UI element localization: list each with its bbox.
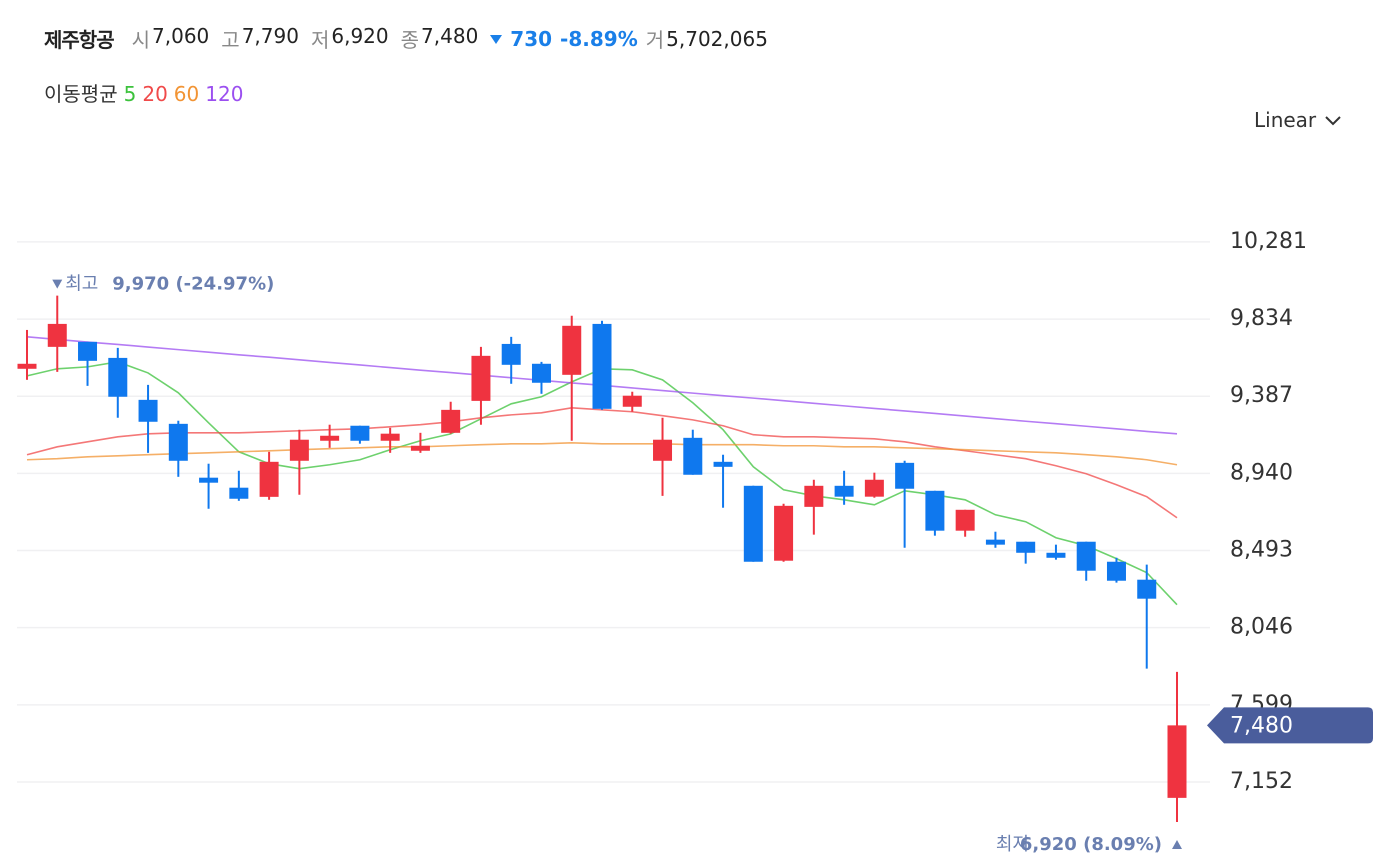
- candle-body: [864, 479, 884, 497]
- y-tick-label: 8,493: [1230, 538, 1293, 563]
- change-pct: -8.89%: [560, 26, 638, 51]
- candle-body: [1046, 552, 1066, 558]
- candle-body: [350, 425, 370, 441]
- fields: 시 7,060 고 7,790 저 6,920 종 7,480: [132, 24, 491, 53]
- candle-body: [1167, 725, 1187, 798]
- candle-body: [713, 461, 733, 467]
- candle-body: [592, 323, 612, 409]
- candle-body: [683, 437, 703, 475]
- candle-body: [653, 439, 673, 461]
- field-label: 종: [400, 28, 420, 52]
- candle-body: [955, 509, 975, 531]
- price-tag: [1207, 707, 1373, 744]
- field-label: 고: [221, 28, 240, 52]
- volume-label: 거: [645, 28, 665, 52]
- ma-title: 이동평균: [44, 82, 118, 106]
- candle-body: [834, 485, 854, 497]
- legend-entry: 20: [142, 82, 168, 106]
- scale-label[interactable]: Linear: [1254, 108, 1317, 132]
- candle-body: [47, 323, 67, 347]
- candle-body: [622, 395, 642, 407]
- candle-body: [108, 357, 128, 397]
- candle-body: [1137, 579, 1157, 599]
- volume-value: 5,702,065: [666, 26, 768, 51]
- price-tag-label: 7,480: [1230, 713, 1293, 738]
- candle-body: [985, 539, 1005, 545]
- y-tick-label: 7,152: [1230, 769, 1293, 794]
- stock-name: 제주항공: [44, 28, 115, 52]
- candle-body: [138, 399, 158, 422]
- field-value: 7,480: [421, 24, 479, 48]
- field-value: 7,790: [241, 24, 299, 48]
- down-arrow: [490, 34, 503, 44]
- candle-body: [1106, 561, 1126, 581]
- y-tick-label: 9,387: [1230, 383, 1293, 408]
- candle-body: [1076, 541, 1096, 571]
- ma-line: [26, 442, 1178, 466]
- candle-body: [925, 490, 945, 531]
- candle-body: [895, 462, 915, 489]
- candle-body: [199, 477, 219, 483]
- annotation-arrow: [1172, 840, 1182, 850]
- candle-body: [289, 439, 309, 461]
- candle-body: [531, 363, 551, 383]
- scale-button[interactable]: Linear: [1254, 108, 1342, 132]
- chevron[interactable]: [1324, 114, 1342, 126]
- candle-body: [774, 505, 794, 561]
- candle-body: [17, 363, 37, 369]
- annotation-arrow: [52, 279, 63, 289]
- y-tick-label: 7,599: [1230, 692, 1293, 717]
- candle-body: [1016, 541, 1036, 553]
- annotation-text: 9,970 (-24.97%): [112, 274, 274, 295]
- field-value: 6,920: [331, 24, 389, 48]
- candle-body: [562, 325, 582, 375]
- candle-body: [410, 445, 430, 451]
- y-tick-label: 8,046: [1230, 615, 1293, 640]
- candle-body: [320, 435, 340, 441]
- ma-line: [26, 406, 1178, 519]
- candle-body: [259, 461, 279, 497]
- candle-body: [501, 343, 521, 365]
- y-tick-label: 9,834: [1230, 306, 1293, 331]
- candle-body: [743, 485, 763, 562]
- ma-line: [26, 336, 1178, 435]
- candle-body: [78, 341, 98, 361]
- candle-body: [441, 409, 461, 433]
- ma-legend: 이동평균 5 20 60 120: [44, 78, 249, 107]
- field-label: 시: [131, 28, 151, 52]
- legend-entry: 60: [173, 82, 200, 106]
- candle-body: [380, 433, 400, 441]
- annotation-label: 최고: [65, 274, 98, 295]
- change: 730: [510, 26, 553, 51]
- ma-line: [26, 361, 1178, 606]
- field-label: 저: [310, 28, 330, 52]
- candle-body: [229, 487, 249, 499]
- annotation-text: 6,920 (8.09%): [1020, 834, 1162, 855]
- candle-body: [804, 485, 824, 507]
- legend-entry: 120: [205, 82, 244, 106]
- candle-body: [471, 355, 491, 401]
- field-value: 7,060: [152, 24, 210, 48]
- y-tick-label: 8,940: [1230, 460, 1293, 485]
- annotation-label: 최저: [996, 834, 1029, 855]
- legend-entry: 5: [123, 82, 137, 106]
- y-tick-label: 10,281: [1230, 229, 1307, 254]
- header: 제주항공 시 7,060 고 7,790 저 6,920 종 7,480 730 -8.89%…: [44, 24, 780, 53]
- candle-body: [168, 423, 188, 461]
